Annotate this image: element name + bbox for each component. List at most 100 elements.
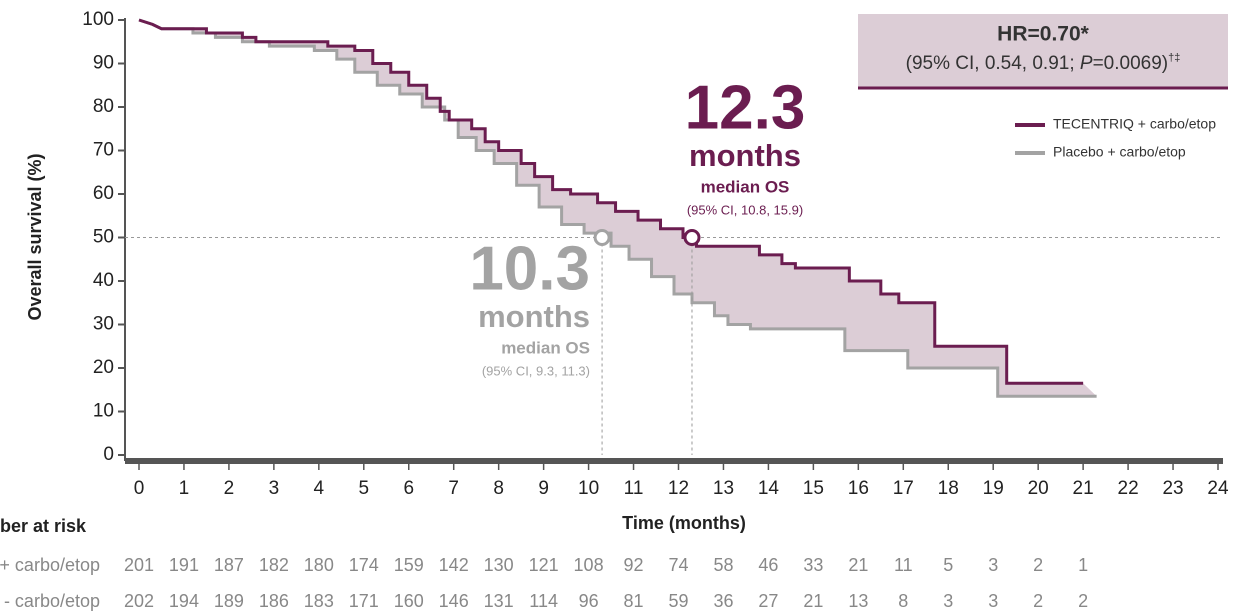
risk-value: 36 (713, 591, 733, 611)
x-axis (125, 458, 1223, 464)
x-tick-label: 12 (668, 478, 689, 499)
risk-value: 46 (758, 555, 778, 575)
risk-value: 201 (124, 555, 154, 575)
risk-value: 3 (943, 591, 953, 611)
x-tick-label: 22 (1118, 478, 1139, 499)
risk-value: 1 (1078, 555, 1088, 575)
x-tick-label: 20 (1028, 478, 1049, 499)
risk-value: 21 (848, 555, 868, 575)
x-tick-label: 17 (893, 478, 914, 499)
median-unit: months (689, 138, 801, 173)
median-label: median OS (701, 177, 790, 196)
risk-value: 160 (394, 591, 424, 611)
median-unit: months (478, 299, 590, 334)
x-tick-label: 9 (538, 478, 549, 499)
risk-value: 59 (668, 591, 688, 611)
x-tick-label: 14 (758, 478, 780, 499)
risk-value: 96 (579, 591, 599, 611)
survival-curve (138, 18, 1084, 385)
risk-value: 3 (988, 555, 998, 575)
risk-value: 2 (1033, 591, 1043, 611)
x-tick-label: 18 (938, 478, 959, 499)
risk-value: 142 (439, 555, 469, 575)
hr-title: HR=0.70* (997, 23, 1089, 46)
y-tick-label: 50 (93, 227, 114, 248)
risk-value: 191 (169, 555, 199, 575)
median-value: 10.3 (469, 234, 590, 303)
hr-box (858, 14, 1228, 87)
x-axis-label: Time (months) (622, 513, 746, 533)
risk-value: 21 (803, 591, 823, 611)
risk-value: 3 (988, 591, 998, 611)
hr-marks: †‡ (1168, 52, 1180, 64)
x-tick-label: 23 (1162, 478, 1183, 499)
risk-value: 194 (169, 591, 199, 611)
risk-value: 108 (574, 555, 604, 575)
risk-value: 180 (304, 555, 334, 575)
median-marker (683, 229, 701, 246)
y-tick-label: 90 (93, 53, 114, 74)
hr-ci-text: (95% CI, 0.54, 0.91; (906, 53, 1080, 74)
x-tick-label: 2 (224, 478, 235, 499)
risk-value: 5 (943, 555, 953, 575)
risk-value: 159 (394, 555, 424, 575)
x-tick-label: 21 (1073, 478, 1094, 499)
x-tick-label: 13 (713, 478, 734, 499)
legend-label: TECENTRIQ + carbo/etop (1053, 116, 1216, 132)
y-axis-label: Overall survival (%) (25, 153, 45, 320)
risk-value: 202 (124, 591, 154, 611)
median-ci: (95% CI, 9.3, 11.3) (482, 363, 590, 378)
x-tick-label: 19 (983, 478, 1004, 499)
risk-value: 174 (349, 555, 379, 575)
x-tick-label: 10 (578, 478, 599, 499)
x-tick-label: 0 (134, 478, 145, 499)
x-tick-label: 8 (493, 478, 504, 499)
y-tick-label: 30 (93, 314, 114, 335)
between-area (139, 20, 1097, 397)
x-tick-label: 5 (359, 478, 370, 499)
risk-value: 11 (894, 555, 913, 575)
x-tick-label: 6 (403, 478, 414, 499)
median-value: 12.3 (685, 73, 806, 142)
x-tick-label: 1 (179, 478, 190, 499)
y-tick-label: 100 (82, 9, 114, 30)
y-tick-label: 20 (93, 357, 114, 378)
x-tick-label: 3 (269, 478, 280, 499)
hr-p-symbol: P (1080, 53, 1093, 74)
risk-value: 81 (624, 591, 644, 611)
risk-value: 186 (259, 591, 289, 611)
risk-value: 74 (668, 555, 688, 575)
y-tick-label: 0 (103, 444, 114, 465)
x-tick-label: 24 (1207, 478, 1229, 499)
risk-value: 114 (529, 591, 558, 611)
x-tick-label: 11 (624, 478, 644, 499)
median-ci: (95% CI, 10.8, 15.9) (687, 202, 803, 217)
risk-value: 131 (484, 591, 514, 611)
risk-value: 13 (848, 591, 868, 611)
y-tick-label: 70 (93, 140, 114, 161)
risk-value: 33 (803, 555, 823, 575)
risk-value: 8 (898, 591, 908, 611)
y-tick-label: 10 (93, 401, 114, 422)
y-tick-label: 40 (93, 270, 114, 291)
median-label: median OS (501, 338, 590, 357)
risk-value: 121 (529, 555, 559, 575)
hr-ci: (95% CI, 0.54, 0.91; P=0.0069)†‡ (906, 52, 1181, 74)
risk-value: 92 (624, 555, 644, 575)
risk-value: 146 (439, 591, 469, 611)
legend-label: Placebo + carbo/etop (1053, 144, 1186, 160)
hr-p-value: =0.0069) (1093, 53, 1169, 74)
x-tick-label: 4 (314, 478, 325, 499)
median-marker (593, 229, 611, 246)
risk-row-label: + carbo/etop (0, 555, 100, 575)
risk-value: 130 (484, 555, 514, 575)
x-tick-label: 7 (448, 478, 459, 499)
risk-row-label: - carbo/etop (4, 591, 100, 611)
risk-value: 27 (758, 591, 778, 611)
risk-value: 171 (349, 591, 379, 611)
risk-value: 189 (214, 591, 244, 611)
risk-value: 58 (713, 555, 733, 575)
risk-value: 2 (1033, 555, 1043, 575)
survival-curve (138, 18, 1097, 398)
